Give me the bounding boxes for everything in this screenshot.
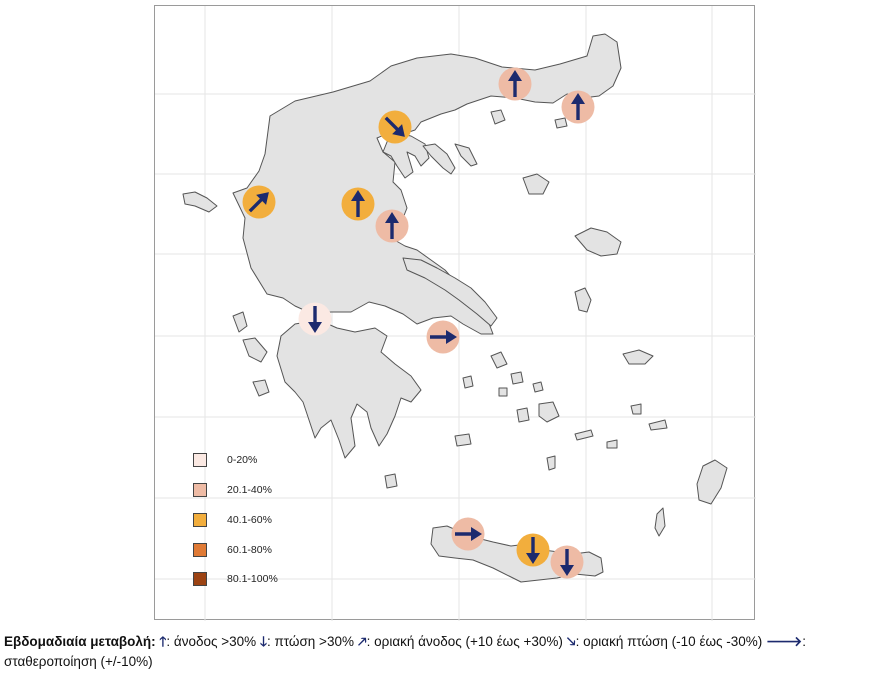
marker-crete-chania — [451, 517, 485, 551]
corfu — [182, 191, 218, 213]
caption-title: Εβδομαδιαία μεταβολή: — [4, 634, 156, 649]
euboea — [402, 257, 498, 327]
legend-item: 20.1-40% — [193, 482, 272, 498]
legend-label: 20.1-40% — [227, 484, 272, 496]
kythira — [384, 473, 398, 489]
legend-caption: Εβδομαδιαία μεταβολή: 🡑: άνοδος >30% 🡓: … — [4, 632, 878, 672]
region-markers — [242, 67, 595, 579]
chios — [574, 287, 592, 313]
legend-item: 80.1-100% — [193, 571, 278, 587]
arrow-down-icon — [526, 537, 540, 564]
caption-down-text: : πτώση >30% — [266, 634, 354, 649]
arrow-up-right-icon: 🡕 — [357, 634, 367, 649]
arrow-up-icon — [571, 93, 585, 120]
kea — [462, 375, 474, 389]
mykonos — [532, 381, 544, 393]
arrow-down-icon: 🡓 — [259, 634, 267, 649]
marker-epirus — [242, 185, 276, 219]
andros — [490, 351, 508, 369]
map-frame — [154, 5, 756, 621]
arrow-up-icon — [508, 70, 522, 97]
greece-map — [155, 6, 756, 621]
chalkidiki — [382, 131, 430, 179]
naxos — [538, 401, 560, 423]
caption-up-text: : άνοδος >30% — [166, 634, 257, 649]
legend-label: 60.1-80% — [227, 544, 272, 556]
santorini — [546, 455, 556, 471]
kefalonia — [242, 337, 268, 363]
paros — [516, 407, 530, 423]
arrow-down-icon — [560, 549, 574, 576]
legend-swatch — [193, 543, 207, 557]
caption-slight-up-text: : οριακή άνοδος (+10 έως +30%) — [366, 634, 563, 649]
marker-crete-lasithi — [550, 545, 584, 579]
legend-swatch — [193, 572, 207, 586]
kos — [648, 419, 668, 431]
milos — [454, 433, 472, 447]
lefkada — [232, 311, 248, 333]
chalkidiki-peninsula-2 — [454, 143, 478, 167]
legend-label: 0-20% — [227, 454, 258, 466]
lesbos — [574, 227, 622, 257]
syros — [498, 387, 508, 397]
arrow-up-icon: 🡑 — [159, 634, 167, 649]
marker-thrace-east — [561, 90, 595, 124]
chalkidiki-peninsula-1 — [422, 143, 456, 175]
amorgos — [574, 429, 594, 441]
marker-patras — [298, 302, 332, 336]
arrow-up-right-icon — [248, 192, 269, 213]
samos — [622, 349, 654, 365]
marker-thrace-west — [498, 67, 532, 101]
mainland-north — [232, 33, 622, 335]
legend-label: 80.1-100% — [227, 573, 278, 585]
marker-thessaly — [341, 187, 375, 221]
arrow-up-icon — [351, 190, 365, 217]
legend-swatch — [193, 513, 207, 527]
marker-crete-heraklion — [516, 533, 550, 567]
arrow-down-icon — [308, 306, 322, 333]
marker-thessaloniki — [378, 110, 412, 144]
arrow-right-icon: 🡒 — [766, 634, 803, 649]
lemnos — [522, 173, 550, 195]
legend-item: 40.1-60% — [193, 512, 272, 528]
arrow-up-icon — [385, 212, 399, 239]
arrow-right-icon — [455, 527, 482, 541]
karpathos — [654, 507, 666, 537]
legend-item: 60.1-80% — [193, 542, 272, 558]
marker-attica — [426, 320, 460, 354]
thasos — [490, 109, 506, 125]
legend-label: 40.1-60% — [227, 514, 272, 526]
caption-slight-down-text: : οριακή πτώση (-10 έως -30%) — [575, 634, 763, 649]
arrow-down-right-icon — [384, 116, 405, 137]
arrow-down-right-icon: 🡖 — [566, 634, 576, 649]
astypalaia — [606, 439, 618, 449]
tinos — [510, 371, 524, 385]
legend-item: 0-20% — [193, 452, 257, 468]
legend-swatch — [193, 453, 207, 467]
zakynthos — [252, 379, 270, 397]
arrow-right-icon — [430, 330, 457, 344]
peloponnese — [276, 319, 422, 459]
caption-stable-text: : σταθεροποίηση (+/-10%) — [4, 634, 807, 669]
rhodes — [696, 459, 728, 505]
kalymnos — [630, 403, 642, 415]
samothrace — [554, 117, 568, 129]
marker-volos — [375, 209, 409, 243]
legend-swatch — [193, 483, 207, 497]
